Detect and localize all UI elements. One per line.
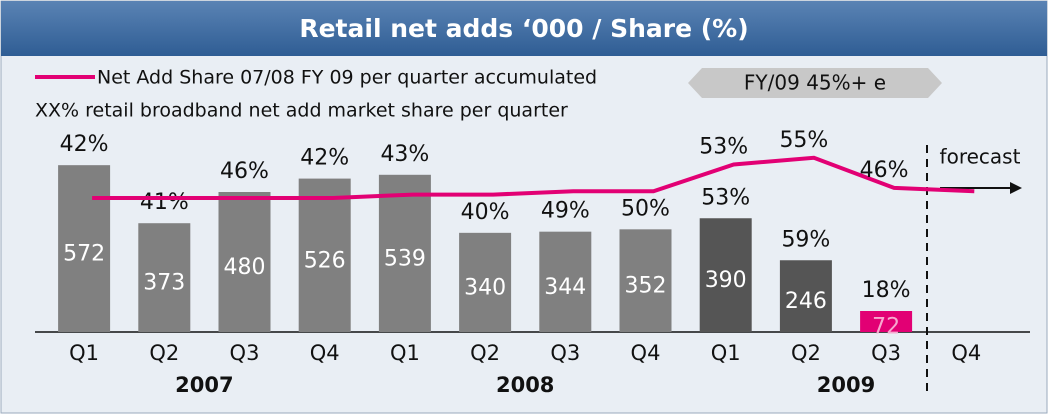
bar: [539, 231, 592, 332]
bar: [699, 218, 752, 332]
bar: [298, 178, 351, 332]
x-tick-label: Q4: [951, 341, 981, 365]
bar: [378, 174, 431, 332]
x-tick-label: Q3: [871, 341, 901, 365]
share-label: 41%: [140, 190, 189, 215]
bar-value-label: 526: [304, 248, 346, 273]
bar-value-label: 572: [63, 242, 105, 267]
share-label: 42%: [60, 132, 109, 157]
bar: [459, 232, 512, 332]
bar-value-label: 246: [785, 289, 827, 314]
x-tick-label: Q4: [631, 341, 661, 365]
x-tick-label: Q1: [711, 341, 741, 365]
x-tick-label: Q1: [69, 341, 99, 365]
bar: [58, 165, 111, 332]
bar-value-label: 480: [224, 255, 266, 280]
x-tick-label: Q2: [149, 341, 179, 365]
bar: [779, 260, 832, 332]
x-tick-label: Q1: [390, 341, 420, 365]
bar-value-label: 373: [143, 271, 185, 296]
target-box: [688, 68, 942, 98]
share-label: 49%: [541, 199, 590, 224]
line-value-label: 46%: [860, 158, 909, 183]
bar-value-label: 390: [705, 268, 747, 293]
bar: [860, 311, 913, 332]
share-label: 59%: [781, 227, 830, 252]
bar: [138, 223, 191, 332]
bar-value-label: 539: [384, 246, 426, 271]
legend-label: Net Add Share 07/08 FY 09 per quarter ac…: [97, 67, 597, 89]
line-value-label: 55%: [779, 128, 828, 153]
bar-value-label: 72: [872, 315, 900, 340]
title-bar: [1, 1, 1047, 56]
share-label: 42%: [300, 146, 349, 171]
target-label: FY/09 45%+ e: [744, 71, 886, 95]
line-value-label: 53%: [699, 134, 748, 159]
share-label: 18%: [862, 278, 911, 303]
x-tick-label: Q4: [310, 341, 340, 365]
x-tick-label: Q3: [550, 341, 580, 365]
forecast-arrowhead: [1010, 182, 1022, 194]
bar-value-label: 344: [544, 275, 586, 300]
forecast-label: forecast: [940, 145, 1021, 169]
bar: [218, 192, 271, 332]
x-tick-label: Q3: [230, 341, 260, 365]
share-label: 50%: [621, 196, 670, 221]
share-line: [92, 155, 975, 200]
bar: [619, 229, 672, 332]
share-label: 40%: [461, 200, 510, 225]
year-label: 2009: [817, 373, 875, 397]
x-tick-label: Q2: [791, 341, 821, 365]
bar-value-label: 352: [625, 274, 667, 299]
bar-value-label: 340: [464, 275, 506, 300]
share-label: 53%: [701, 185, 750, 210]
share-label: 43%: [380, 142, 429, 167]
year-label: 2007: [175, 373, 233, 397]
chart-title: Retail net adds ‘000 / Share (%): [299, 14, 748, 43]
legend-note: XX% retail broadband net add market shar…: [35, 100, 568, 122]
x-tick-label: Q2: [470, 341, 500, 365]
year-label: 2008: [496, 373, 554, 397]
share-label: 46%: [220, 159, 269, 184]
